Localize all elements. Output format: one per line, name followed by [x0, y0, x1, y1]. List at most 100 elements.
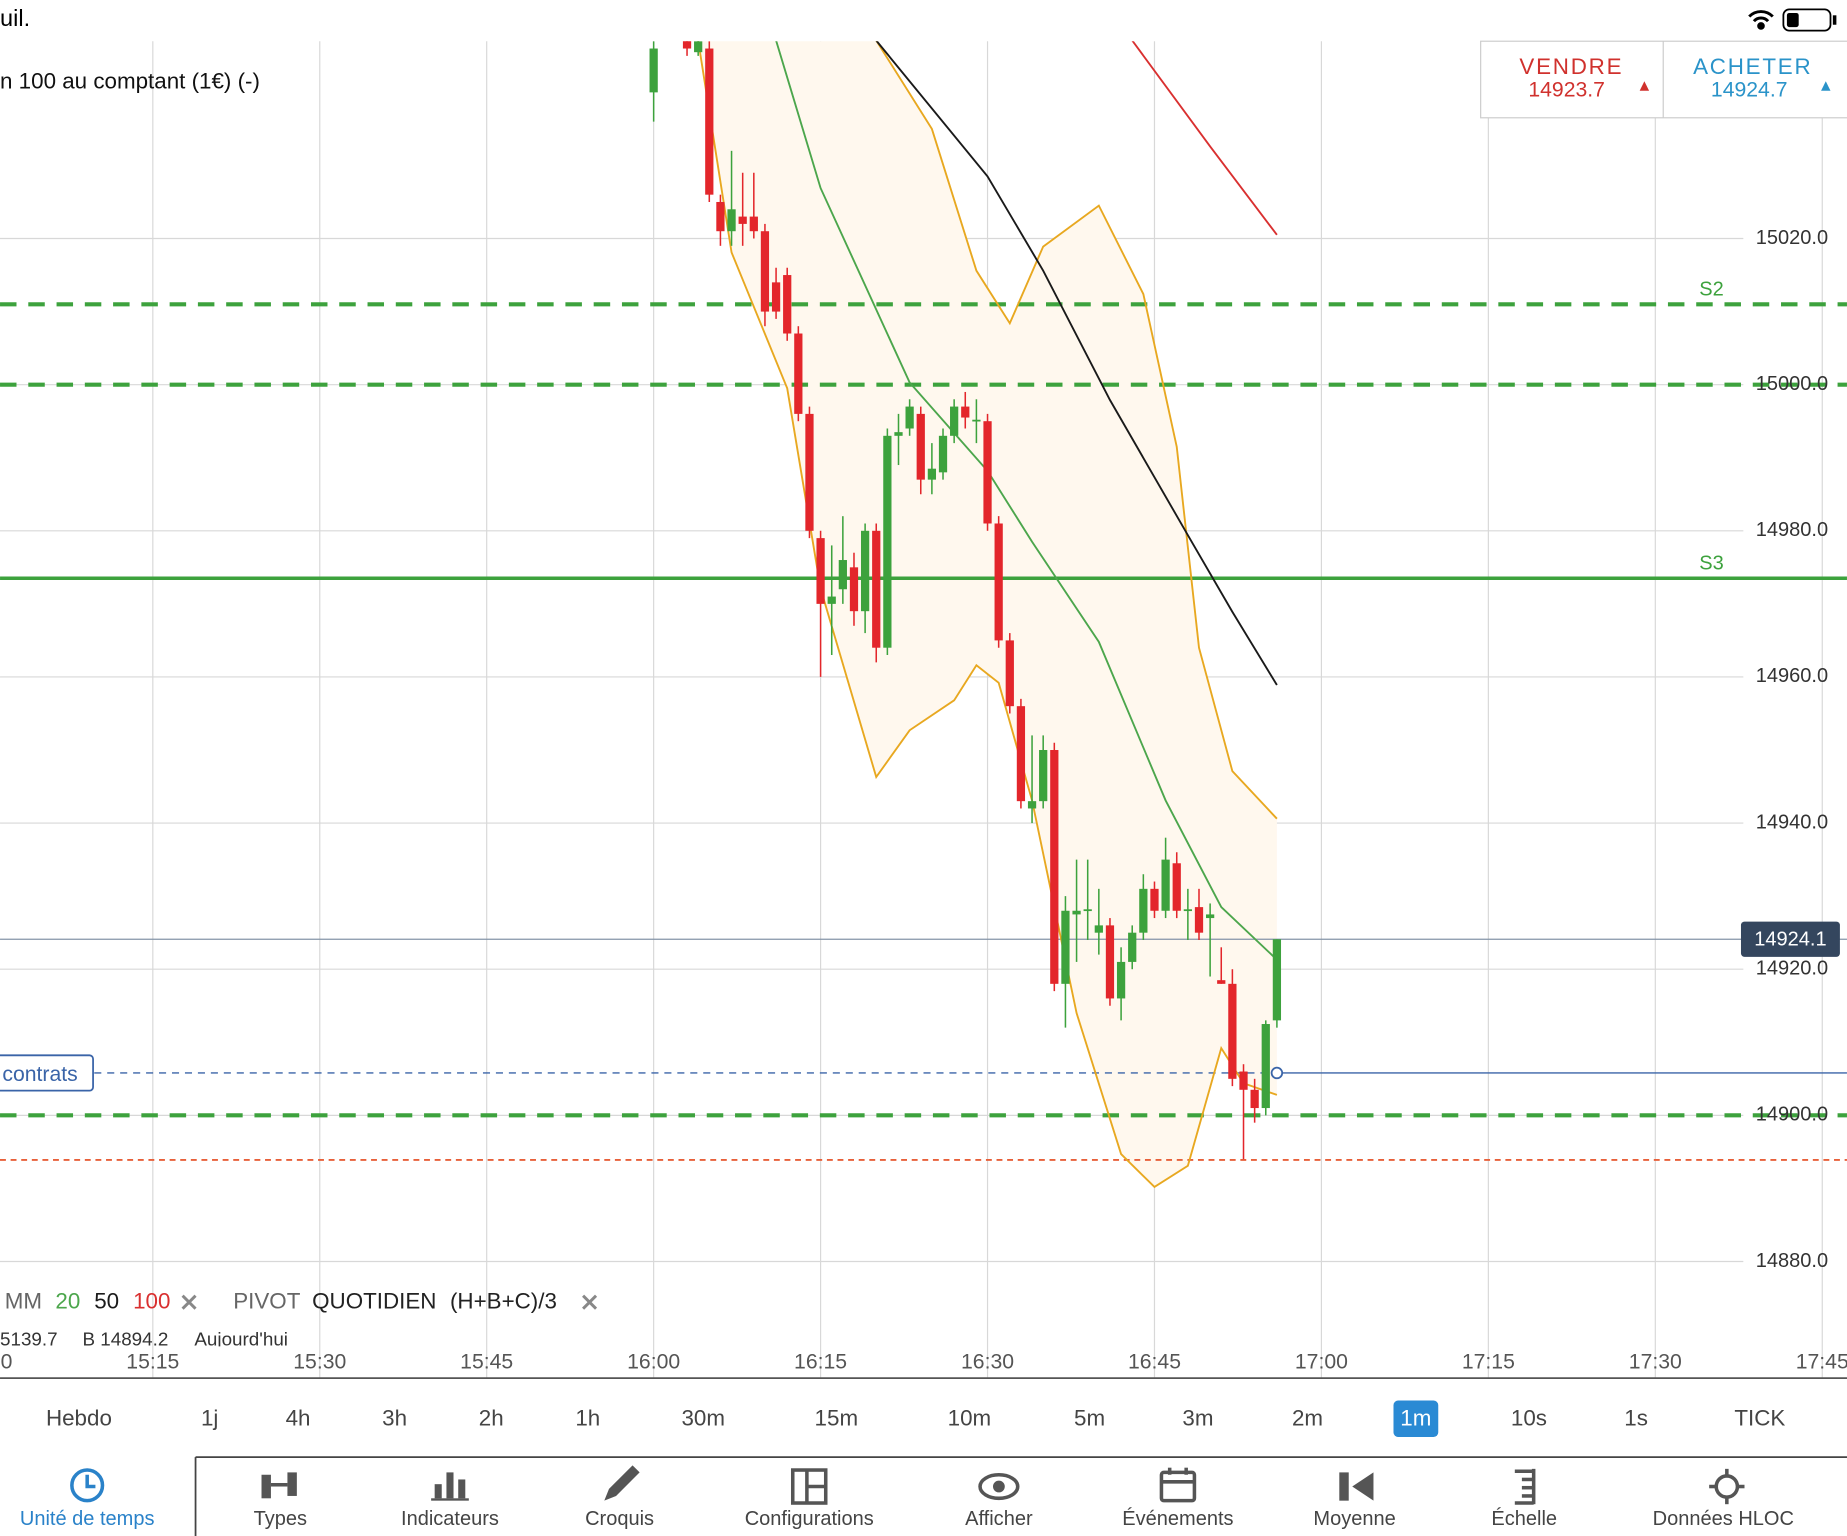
level-label: S3	[1699, 552, 1723, 574]
timeframe-option[interactable]: 3h	[382, 1405, 407, 1430]
timeframe-option[interactable]: 1j	[201, 1405, 218, 1430]
y-tick-label: 15000.0	[1756, 373, 1828, 395]
buy-arrow	[1821, 81, 1831, 91]
candle-body	[794, 333, 803, 414]
candle-body	[972, 419, 981, 422]
candle-body	[682, 41, 692, 49]
pivot-period: QUOTIDIEN	[312, 1289, 436, 1314]
x-tick-label: 15:15	[126, 1350, 179, 1373]
candle-body	[883, 435, 892, 648]
band-upper	[875, 41, 1278, 820]
candle-body	[1206, 914, 1215, 919]
candle-body	[1150, 888, 1159, 911]
pivot-value: 5139.7	[0, 1328, 58, 1349]
position-label: contrats	[2, 1063, 77, 1086]
candle-body	[1128, 932, 1137, 962]
toolbar-button[interactable]: Indicateurs	[401, 1508, 499, 1530]
sell-arrow	[1639, 81, 1650, 91]
candle-body	[1161, 859, 1170, 911]
timeframe-option[interactable]: 1s	[1624, 1405, 1648, 1430]
toolbar-button[interactable]: Moyenne	[1313, 1508, 1395, 1530]
moving-average	[1131, 41, 1278, 236]
candle-body	[1172, 863, 1181, 911]
x-tick-label: 16:15	[794, 1350, 847, 1373]
candle-body	[938, 435, 948, 473]
timeframe-option[interactable]: TICK	[1734, 1405, 1785, 1430]
last-price-tag	[1740, 921, 1840, 957]
position-tag[interactable]	[0, 1054, 94, 1092]
candle-body	[705, 48, 714, 195]
pivot-label: PIVOT	[233, 1289, 300, 1314]
candle-body	[916, 413, 925, 480]
candle-body	[1194, 907, 1204, 933]
timeframe-option[interactable]: 15m	[815, 1405, 859, 1430]
candle-body	[1217, 980, 1226, 984]
timeframe-option[interactable]: 10s	[1511, 1405, 1547, 1430]
timeframe-option[interactable]: 1h	[575, 1405, 600, 1430]
candle-body	[1027, 801, 1037, 809]
candle-body	[1116, 961, 1126, 999]
remove-pivot[interactable]	[582, 1294, 598, 1310]
candle-body	[1072, 910, 1081, 915]
candle-body	[1139, 888, 1148, 933]
timeframe-option[interactable]: Hebdo	[46, 1405, 112, 1430]
candle-body	[961, 406, 970, 418]
candle-body	[783, 275, 792, 334]
buy-button[interactable]: ACHETER 14924.7	[1693, 54, 1831, 101]
timeframe-option[interactable]: 1m	[1400, 1405, 1431, 1430]
candle-body	[838, 560, 847, 590]
timeframe-option[interactable]: 5m	[1074, 1405, 1105, 1430]
candle-body	[1239, 1071, 1248, 1090]
timeframe-option[interactable]: 30m	[681, 1405, 725, 1430]
y-tick-label: 14980.0	[1756, 519, 1828, 541]
timeframe-option[interactable]: 4h	[286, 1405, 311, 1430]
candle-body	[738, 216, 747, 224]
candle-body	[716, 201, 725, 232]
x-tick-label: 16:30	[961, 1350, 1014, 1373]
toolbar-button[interactable]: Afficher	[965, 1508, 1033, 1530]
grid	[0, 41, 1823, 1379]
toolbar-button[interactable]: Types	[254, 1508, 307, 1530]
y-tick-label: 14960.0	[1756, 665, 1828, 687]
timeframe-option[interactable]: 2h	[479, 1405, 504, 1430]
toolbar-button[interactable]: Événements	[1122, 1507, 1233, 1530]
toolbar: Unité de temps Types Indicateurs Croquis Con…	[20, 1507, 1794, 1530]
timeframe-option[interactable]: 3m	[1182, 1405, 1213, 1430]
candle-body	[1228, 983, 1237, 1079]
toolbar-button[interactable]: Unité de temps	[20, 1508, 155, 1530]
overlay: 14880.0 14900.0 14920.0 14940.0 14960.0 14980…	[0, 227, 1840, 1272]
candle-body	[1016, 706, 1026, 802]
plot-area	[0, 41, 1847, 1189]
toolbar-button[interactable]: Croquis	[585, 1508, 654, 1530]
timeframe-option[interactable]: 2m	[1292, 1405, 1323, 1430]
candle-body	[872, 530, 881, 648]
timeframe-option[interactable]: 10m	[948, 1405, 992, 1430]
remove-mm[interactable]	[181, 1294, 197, 1310]
pivot-value: Aujourd'hui	[194, 1328, 288, 1349]
candle-body	[1050, 750, 1059, 984]
x-tick-label: 17:45	[1796, 1350, 1847, 1373]
x-tick-label: 15:30	[293, 1350, 346, 1373]
candle-body	[1083, 909, 1092, 912]
candle-body	[1250, 1089, 1259, 1109]
mm-label: MM	[5, 1289, 42, 1314]
x-tick-label: 15:00	[0, 1350, 12, 1373]
x-tick-label: 16:00	[627, 1350, 680, 1373]
candle-body	[927, 468, 937, 480]
candle-body	[1105, 925, 1115, 999]
y-tick-label: 14920.0	[1756, 957, 1828, 979]
candle-body	[905, 406, 914, 429]
toolbar-button[interactable]: Échelle	[1491, 1507, 1557, 1530]
battery-icon	[1782, 8, 1837, 32]
x-tick-label: 17:00	[1295, 1350, 1348, 1373]
candle-body	[983, 421, 992, 524]
moving-average	[875, 41, 1278, 686]
candle-body	[1261, 1024, 1270, 1109]
candle-body	[1005, 640, 1014, 707]
toolbar-button[interactable]: Configurations	[745, 1508, 874, 1530]
candle-body	[805, 413, 814, 531]
mm-period: 50	[94, 1289, 119, 1314]
toolbar-button[interactable]: Données HLOC	[1653, 1508, 1794, 1530]
sell-button[interactable]: VENDRE 14923.7	[1519, 54, 1650, 101]
